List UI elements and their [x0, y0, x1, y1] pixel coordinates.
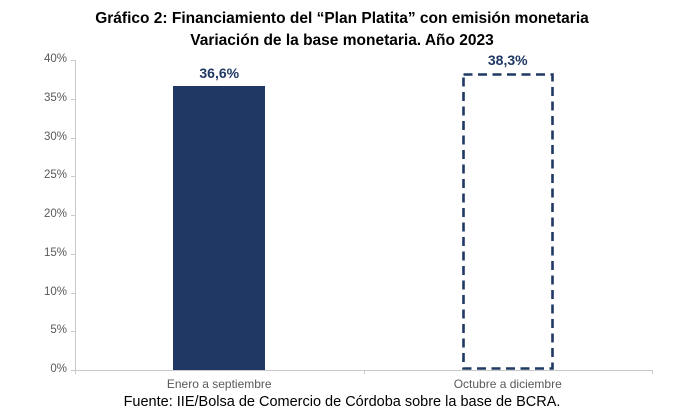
y-axis-line [75, 60, 76, 370]
y-axis-tick [71, 176, 75, 178]
y-axis-tick-label: 10% [43, 285, 67, 298]
bar-enero-a-septiembre [173, 86, 266, 370]
y-axis-tick [71, 137, 75, 139]
y-axis-tick [71, 331, 75, 333]
bar-value-label: 38,3% [487, 52, 528, 69]
y-axis-tick [71, 60, 75, 61]
y-axis-tick [71, 98, 75, 100]
y-axis-tick-label: 20% [43, 208, 67, 220]
x-axis-tick [652, 370, 653, 374]
chart-title-line2: Variación de la base monetaria. Año 2023 [190, 32, 494, 49]
y-axis-tick-label: 0% [50, 363, 67, 375]
y-axis-tick [71, 292, 75, 294]
source-note: Fuente: IIE/Bolsa de Comercio de Córdoba… [123, 394, 561, 410]
y-axis-tick-label: 30% [43, 130, 67, 143]
y-axis-tick-label: 25% [43, 169, 67, 182]
dashed-bar-outline [461, 73, 554, 370]
y-axis-tick-label: 5% [50, 324, 67, 337]
x-axis-category-label: Enero a septiembre [166, 377, 272, 391]
y-axis-tick-label: 35% [43, 91, 67, 104]
x-axis-tick [363, 370, 365, 374]
x-axis-category-label: Octubre a diciembre [453, 377, 562, 391]
y-axis-tick-label: 40% [43, 53, 67, 65]
chart-title-line1: Gráfico 2: Financiamiento del “Plan Plat… [95, 10, 589, 27]
y-axis-tick [71, 253, 75, 255]
bar-octubre-a-diciembre [461, 73, 554, 370]
chart-title: Gráfico 2: Financiamiento del “Plan Plat… [0, 8, 684, 52]
y-axis-tick-label: 15% [43, 246, 67, 259]
bar-value-label: 36,6% [199, 65, 240, 82]
x-axis-tick [75, 370, 76, 374]
y-axis-tick [71, 215, 75, 216]
y-axis-tick [71, 370, 75, 371]
